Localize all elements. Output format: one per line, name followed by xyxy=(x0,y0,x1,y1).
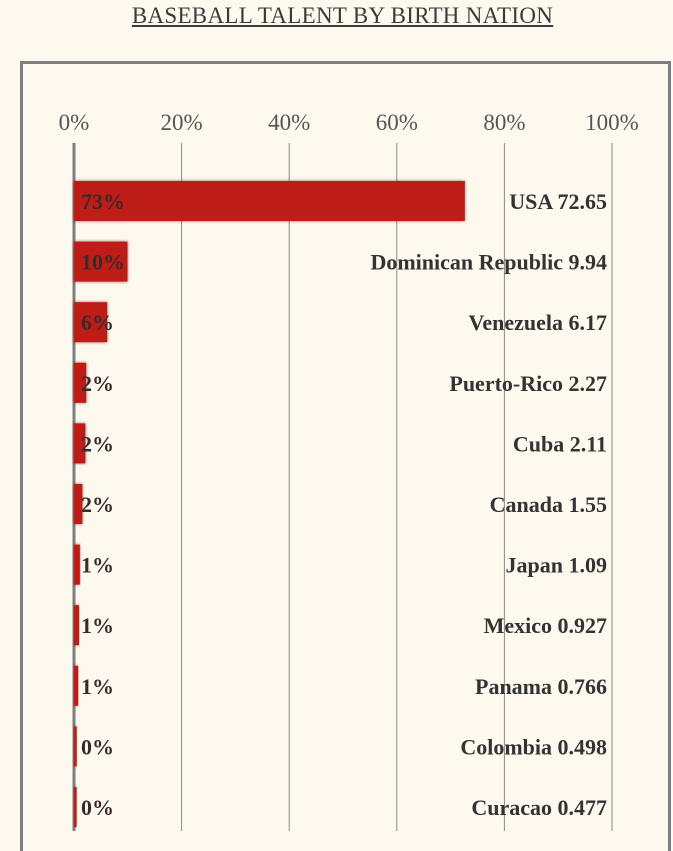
value-label: Panama 0.766 xyxy=(475,674,607,699)
x-tick-label: 80% xyxy=(483,110,525,135)
percent-label: 73% xyxy=(81,189,125,214)
value-label: Mexico 0.927 xyxy=(484,613,607,638)
value-label: Cuba 2.11 xyxy=(513,431,607,456)
bar xyxy=(74,665,79,706)
percent-label: 2% xyxy=(81,492,114,517)
bar xyxy=(74,484,83,524)
bars xyxy=(74,181,465,827)
bar-chart: 0% 20% 40% 60% 80% 100% 73% USA 72.65 10% Domini… xyxy=(59,110,639,831)
grid-lines xyxy=(72,143,613,831)
percent-label: 0% xyxy=(81,734,114,759)
value-label: Japan 1.09 xyxy=(506,553,607,578)
bar xyxy=(74,423,86,464)
bar xyxy=(74,302,108,343)
percent-label: 10% xyxy=(81,250,125,275)
percent-label: 2% xyxy=(81,431,114,456)
x-tick-label: 0% xyxy=(59,110,90,135)
value-label: Canada 1.55 xyxy=(490,492,607,517)
x-tick-label: 40% xyxy=(268,110,310,135)
value-label: Dominican Republic 9.94 xyxy=(370,250,607,275)
percent-label: 1% xyxy=(81,674,114,699)
value-label: Venezuela 6.17 xyxy=(468,310,607,335)
chart-title: BASEBALL TALENT BY BIRTH NATION xyxy=(131,3,554,28)
value-label: USA 72.65 xyxy=(509,189,607,214)
bar-labels: 73% USA 72.65 10% Dominican Republic 9.94 6%… xyxy=(81,189,607,820)
value-label: Puerto-Rico 2.27 xyxy=(449,371,607,396)
percent-label: 6% xyxy=(81,310,114,335)
value-label: Curacao 0.477 xyxy=(471,795,607,820)
x-tick-label: 60% xyxy=(376,110,418,135)
value-label: Colombia 0.498 xyxy=(460,734,607,759)
bar xyxy=(74,362,87,403)
bar xyxy=(74,726,77,767)
percent-label: 1% xyxy=(81,553,114,578)
percent-label: 2% xyxy=(81,371,114,396)
bar xyxy=(74,605,79,646)
bar xyxy=(74,181,465,221)
x-tick-labels: 0% 20% 40% 60% 80% 100% xyxy=(59,110,639,135)
x-tick-label: 20% xyxy=(161,110,203,135)
bar xyxy=(74,241,128,282)
percent-label: 0% xyxy=(81,795,114,820)
x-tick-label: 100% xyxy=(585,110,639,135)
bar xyxy=(74,787,77,827)
chart-frame xyxy=(20,61,671,851)
bar xyxy=(74,544,80,585)
percent-label: 1% xyxy=(81,613,114,638)
